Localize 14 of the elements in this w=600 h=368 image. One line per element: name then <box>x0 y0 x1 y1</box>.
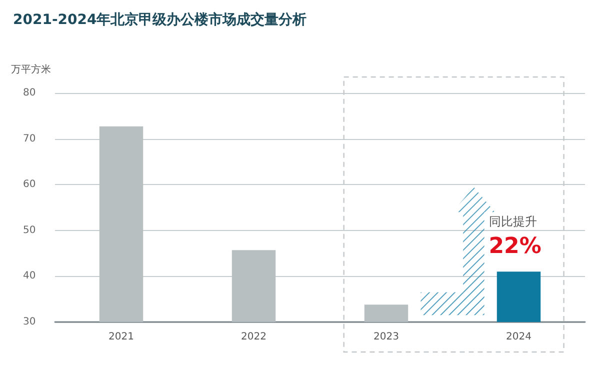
y-tick-label: 30 <box>23 316 36 328</box>
y-tick-label: 50 <box>23 224 36 236</box>
y-tick-label: 40 <box>23 270 36 282</box>
y-tick-label: 70 <box>23 133 36 144</box>
x-tick-label: 2024 <box>506 332 532 342</box>
y-tick-label: 80 <box>23 88 36 98</box>
x-tick-label: 2021 <box>108 332 134 342</box>
chart-title: 2021-2024年北京甲级办公楼市场成交量分析 <box>13 11 307 28</box>
annotation: 22% <box>488 234 542 260</box>
y-axis-title: 万平方米 <box>11 64 51 76</box>
x-tick-label: 2023 <box>374 332 399 342</box>
x-tick-label: 2022 <box>241 332 266 342</box>
annotation: 同比提升 <box>488 214 537 229</box>
y-tick-label: 60 <box>23 179 36 190</box>
